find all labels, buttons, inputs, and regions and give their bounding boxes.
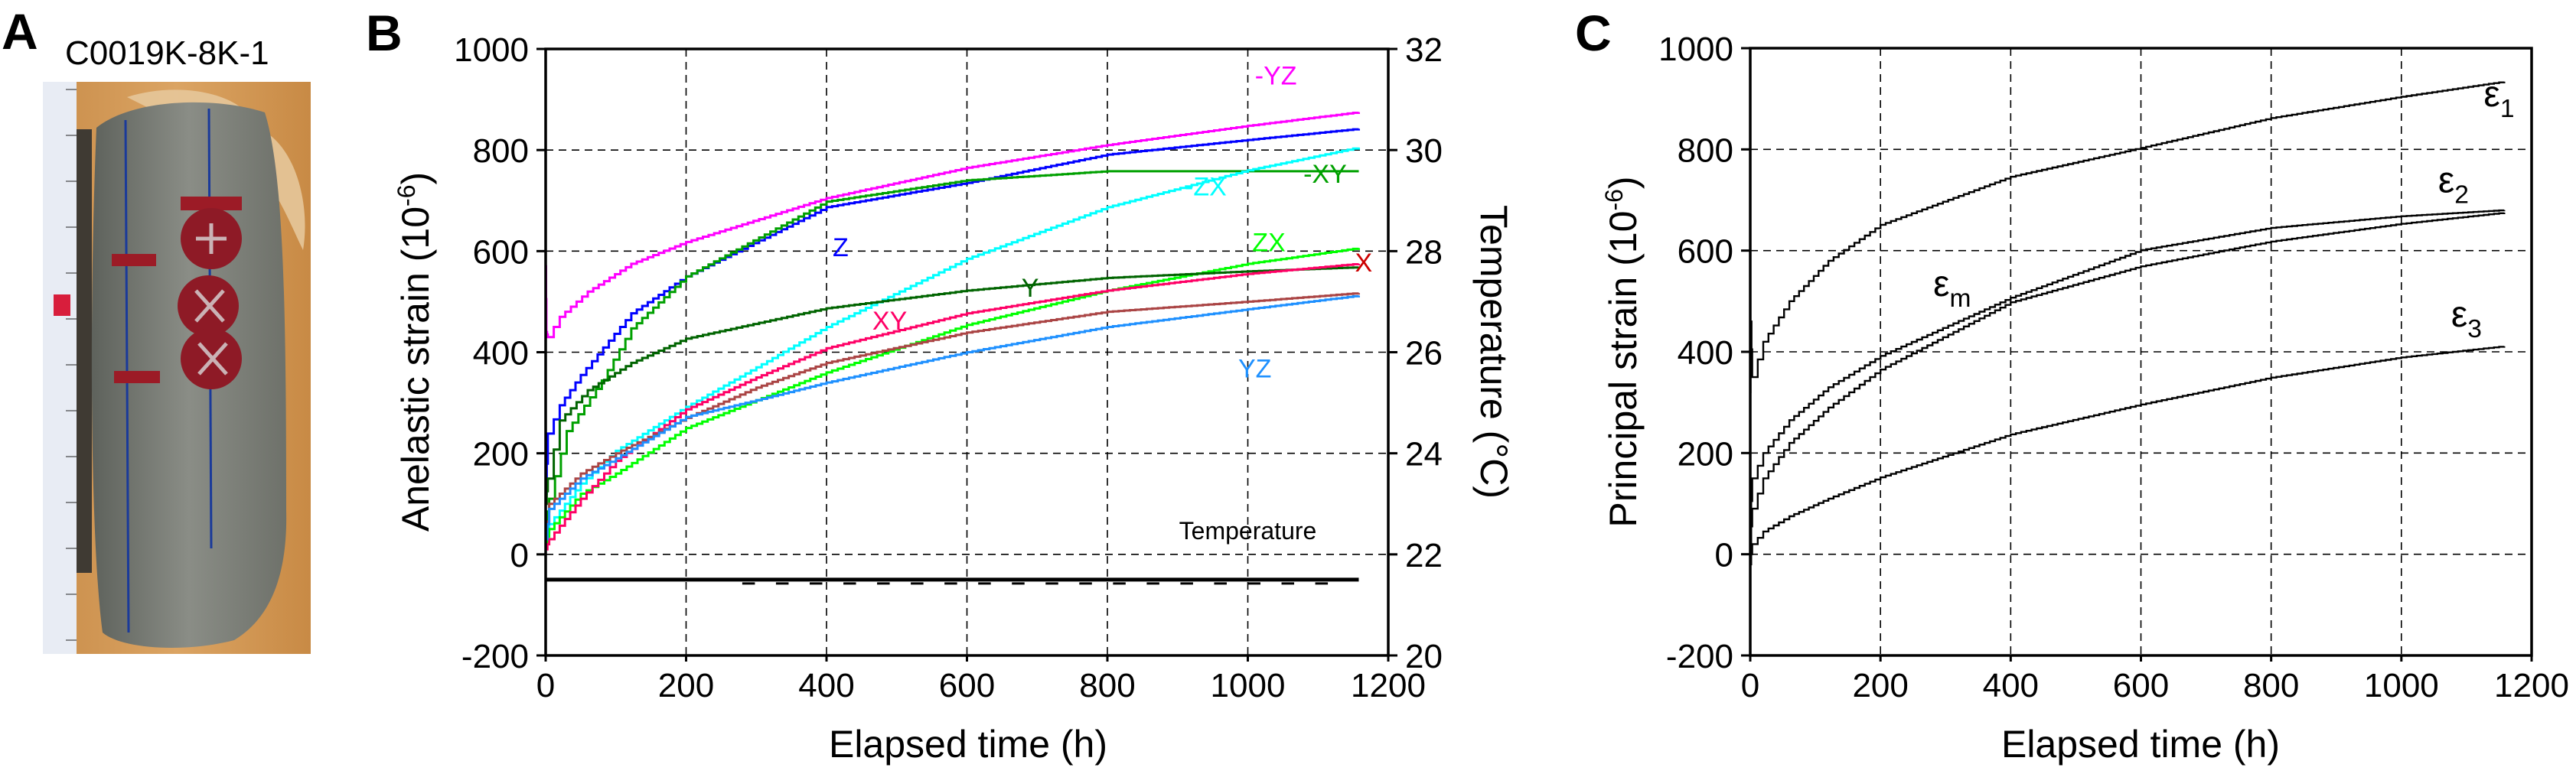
y-tick-label: -200 bbox=[461, 638, 529, 675]
sample-id-label: C0019K-8K-1 bbox=[65, 34, 269, 72]
series-line-neg-XY bbox=[546, 170, 1359, 525]
series-label: -XY bbox=[1303, 160, 1347, 189]
y-tick-label: 800 bbox=[473, 132, 529, 170]
y2-tick-label: 24 bbox=[1405, 436, 1443, 473]
y2-tick-label: 20 bbox=[1405, 638, 1443, 675]
y-axis-title-end: ) bbox=[394, 172, 437, 185]
series-label-temperature: Temperature bbox=[1179, 517, 1317, 545]
series-line-neg-ZX bbox=[546, 147, 1360, 541]
x-axis-title: Elapsed time (h) bbox=[829, 723, 1107, 766]
series-label: YZ bbox=[1238, 355, 1271, 384]
strain-gauge-3 bbox=[114, 371, 160, 383]
series-label: Z bbox=[833, 233, 849, 262]
y-tick-label: 0 bbox=[1715, 537, 1733, 574]
y-tick-label: 1000 bbox=[1658, 31, 1733, 68]
y-tick-label: 600 bbox=[473, 233, 529, 271]
y2-tick-label: 30 bbox=[1405, 132, 1443, 170]
series-label: ε1 bbox=[2483, 74, 2514, 123]
specimen-photo bbox=[43, 82, 311, 654]
y-axis-title-sup: -6 bbox=[1600, 189, 1628, 210]
tape-red-marker bbox=[54, 294, 70, 316]
x-tick-label: 200 bbox=[1852, 667, 1908, 704]
y2-tick-label: 32 bbox=[1405, 31, 1443, 69]
dark-holder bbox=[77, 129, 92, 573]
series-line-eps2 bbox=[1750, 209, 2506, 525]
y-axis-title-main: Anelastic strain (10 bbox=[394, 207, 437, 532]
series-label: ε2 bbox=[2438, 161, 2469, 210]
series-line-XY bbox=[546, 263, 1360, 551]
y-tick-label: 400 bbox=[1678, 334, 1733, 372]
series-label: -YZ bbox=[1255, 61, 1297, 90]
series-line-YZ bbox=[546, 294, 1360, 541]
x-tick-label: 400 bbox=[798, 667, 854, 704]
series-labels: Temperature -YZ Z -XY -ZX ZX Y XY X YZ bbox=[833, 61, 1372, 545]
y-axis-title: Anelastic strain (10-6) bbox=[393, 172, 437, 532]
x-tick-label: 0 bbox=[1741, 667, 1759, 704]
measuring-tape bbox=[43, 82, 77, 654]
series-group bbox=[1749, 81, 2506, 566]
x-tick-label: 1200 bbox=[2494, 667, 2569, 704]
panel-b-letter: B bbox=[366, 5, 403, 61]
tape-ticks bbox=[66, 89, 77, 641]
y-tick-label: 400 bbox=[473, 335, 529, 372]
x-tick-label: 600 bbox=[939, 667, 995, 704]
tick-labels: 0 200 400 600 800 1000 1200-200020040060080010… bbox=[1658, 31, 2569, 704]
y-tick-label: 800 bbox=[1678, 132, 1733, 169]
strain-gauge-1 bbox=[181, 197, 242, 210]
y2-axis-title: Temperature (°C) bbox=[1472, 205, 1515, 499]
y2-tick-label: 28 bbox=[1405, 233, 1443, 271]
series-label: X bbox=[1355, 249, 1373, 278]
y-tick-label: 200 bbox=[1678, 435, 1733, 473]
y-tick-label: 200 bbox=[473, 436, 529, 473]
x-tick-label: 800 bbox=[2243, 667, 2299, 704]
series-line-eps3 bbox=[1750, 346, 2506, 566]
panel-a-letter: A bbox=[2, 3, 38, 60]
y-tick-label: -200 bbox=[1666, 638, 1733, 675]
panel-c-letter: C bbox=[1575, 5, 1612, 61]
series-line-eps1 bbox=[1749, 81, 2506, 394]
series-group bbox=[545, 112, 1360, 585]
y2-tick-label: 26 bbox=[1405, 335, 1443, 372]
series-labels: ε1 ε2 εm ε3 bbox=[1933, 74, 2514, 343]
grid bbox=[1750, 48, 2532, 655]
axes-frame bbox=[1741, 47, 2533, 662]
series-label: -ZX bbox=[1185, 173, 1227, 202]
series-label: εm bbox=[1933, 264, 1971, 313]
y-tick-label: 1000 bbox=[454, 31, 529, 69]
y-tick-label: 0 bbox=[510, 537, 529, 574]
x-tick-label: 1000 bbox=[2364, 667, 2439, 704]
y-tick-label: 600 bbox=[1678, 233, 1733, 271]
x-tick-label: 1200 bbox=[1351, 667, 1426, 704]
axes-frame bbox=[536, 47, 1397, 662]
series-label: XY bbox=[872, 307, 907, 336]
y-axis-title-main: Principal strain (10 bbox=[1602, 211, 1645, 528]
x-tick-label: 0 bbox=[536, 667, 555, 704]
x-tick-label: 400 bbox=[1983, 667, 2039, 704]
series-line-neg-YZ bbox=[545, 112, 1360, 339]
y-axis-title-sup: -6 bbox=[393, 185, 420, 207]
strain-gauge-2 bbox=[112, 254, 156, 266]
y-axis-title-end: ) bbox=[1602, 176, 1645, 189]
x-tick-label: 800 bbox=[1079, 667, 1135, 704]
series-label: ZX bbox=[1252, 228, 1285, 257]
y2-tick-label: 22 bbox=[1405, 537, 1443, 574]
series-line-epsm bbox=[1750, 212, 2506, 545]
series-line-ZX bbox=[546, 247, 1360, 546]
x-tick-label: 1000 bbox=[1211, 667, 1286, 704]
series-line-Y bbox=[545, 266, 1360, 506]
x-tick-label: 200 bbox=[658, 667, 714, 704]
x-tick-label: 600 bbox=[2113, 667, 2169, 704]
x-axis-title: Elapsed time (h) bbox=[2001, 723, 2280, 766]
y-axis-title: Principal strain (10-6) bbox=[1600, 176, 1645, 527]
series-label: ε3 bbox=[2451, 294, 2482, 343]
series-label: Y bbox=[1022, 274, 1039, 303]
